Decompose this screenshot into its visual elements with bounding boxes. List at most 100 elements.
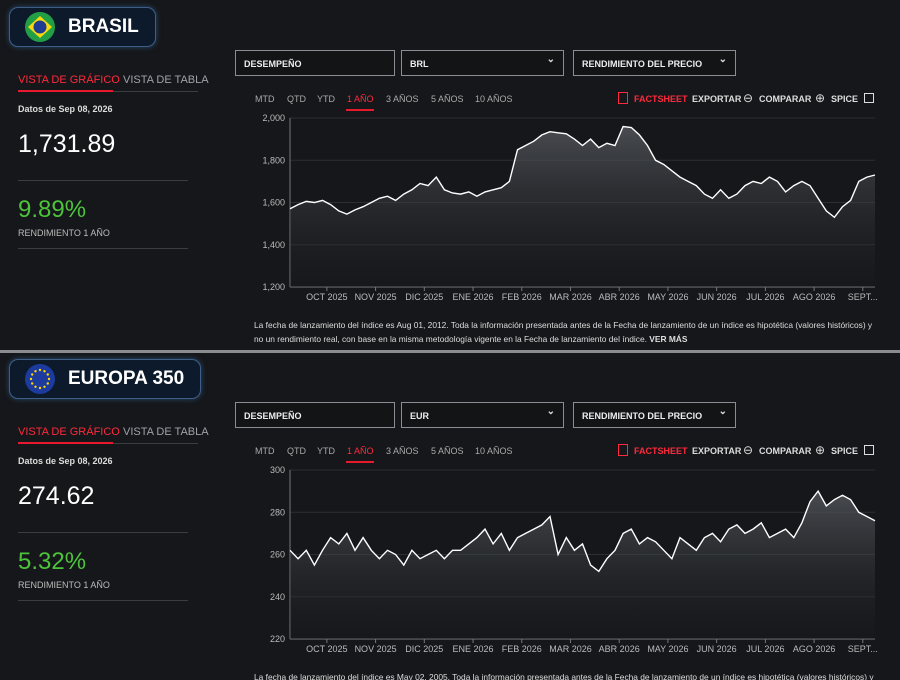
range-tab[interactable]: 10 AÑOS (475, 94, 513, 104)
action[interactable]: SPICE (831, 94, 859, 104)
dropdown[interactable]: EUR ⌄ (401, 402, 564, 428)
panel: EUROPA 350 VISTA DE GRÁFICO VISTA DE TABLA… (0, 352, 900, 680)
chart: 1,200 1,400 1,600 1,800 2,000 OCT 2025 NOV 202… (262, 113, 878, 302)
x-tick-label: AGO 2026 (793, 644, 836, 654)
action[interactable]: COMPARAR (759, 94, 812, 104)
dropdown[interactable]: BRL ⌄ (401, 50, 564, 76)
range-tab[interactable]: MTD (255, 446, 275, 456)
flag (34, 385, 37, 388)
x-tick-label: SEPT... (848, 644, 878, 654)
x-tick-label: ENE 2026 (453, 292, 494, 302)
factsheet-icon (618, 92, 628, 104)
view-tab[interactable]: VISTA DE TABLA (123, 74, 209, 86)
flag (38, 368, 42, 372)
flag (33, 20, 47, 34)
action[interactable]: COMPARAR (759, 446, 812, 456)
area (290, 491, 875, 639)
y-tick-label: 280 (270, 507, 285, 517)
x-tick-label: AGO 2026 (793, 292, 836, 302)
x-tick-label: OCT 2025 (306, 644, 347, 654)
y-tick-label: 1,200 (262, 282, 285, 292)
x-tick-label: FEB 2026 (502, 644, 542, 654)
x-tick-label: JUN 2026 (697, 644, 737, 654)
panel: BRASIL VISTA DE GRÁFICO VISTA DE TABLA Dato… (9, 7, 878, 346)
disclaimer-text: La fecha de lanzamiento del índice es Au… (254, 320, 873, 344)
range-tab[interactable]: 1 AÑO (347, 446, 374, 456)
flag (43, 385, 46, 388)
divider (18, 600, 188, 601)
x-tick-label: SEPT... (848, 292, 878, 302)
action-icon: ⊕ (815, 443, 826, 457)
title-badge: EUROPA 350 (9, 359, 202, 399)
range-tab[interactable]: 3 AÑOS (386, 94, 419, 104)
title-badge: BRASIL (9, 7, 156, 47)
x-tick-label: NOV 2025 (355, 292, 397, 302)
dropdown[interactable]: DESEMPEÑO (235, 50, 395, 76)
action[interactable]: SPICE (831, 446, 859, 456)
y-tick-label: 300 (270, 465, 285, 475)
disclaimer: La fecha de lanzamiento del índice es Au… (254, 318, 874, 346)
range-tab[interactable]: YTD (317, 94, 335, 104)
y-tick-label: 1,400 (262, 240, 285, 250)
flag (38, 386, 42, 390)
range-underline (346, 109, 374, 111)
see-more[interactable]: VER MÁS (649, 334, 688, 344)
divider (18, 248, 188, 249)
range-tab[interactable]: 5 AÑOS (431, 446, 464, 456)
action[interactable]: EXPORTAR (692, 94, 742, 104)
range-tab[interactable]: YTD (317, 446, 335, 456)
range-tab[interactable]: 10 AÑOS (475, 446, 513, 456)
external-icon (864, 93, 874, 103)
y-tick-label: 220 (270, 634, 285, 644)
range-tab[interactable]: MTD (255, 94, 275, 104)
chart: 220 240 260 280 300 OCT 2025 NOV 2025 DIC 2025 E… (270, 465, 878, 654)
action[interactable]: EXPORTAR (692, 446, 742, 456)
dropdown[interactable]: RENDIMIENTO DEL PRECIO ⌄ (573, 402, 736, 428)
range-tab[interactable]: 3 AÑOS (386, 446, 419, 456)
flag (47, 377, 51, 381)
divider (18, 180, 188, 181)
dropdown[interactable]: RENDIMIENTO DEL PRECIO ⌄ (573, 50, 736, 76)
x-tick-label: DIC 2025 (405, 292, 443, 302)
x-tick-label: ABR 2026 (599, 292, 640, 302)
tab-underline (18, 442, 113, 444)
x-tick-label: JUN 2026 (697, 292, 737, 302)
area (290, 126, 875, 287)
view-tab[interactable]: VISTA DE GRÁFICO (18, 426, 120, 438)
factsheet-icon (618, 444, 628, 456)
change-value: 5.32% (18, 548, 87, 575)
range-tab[interactable]: QTD (287, 94, 306, 104)
action[interactable]: FACTSHEET (634, 446, 688, 456)
view-tab[interactable]: VISTA DE TABLA (123, 426, 209, 438)
dropdown[interactable]: DESEMPEÑO (235, 402, 395, 428)
action[interactable]: FACTSHEET (634, 94, 688, 104)
divider (18, 532, 188, 533)
action-icon: ⊕ (815, 91, 826, 105)
range-tab[interactable]: QTD (287, 446, 306, 456)
line (289, 125, 876, 219)
chevron: ⌄ (546, 406, 555, 417)
flag (31, 382, 34, 385)
flag (46, 373, 49, 376)
flag-icon (25, 364, 55, 394)
range-tab[interactable]: 1 AÑO (347, 94, 374, 104)
x-tick-label: MAY 2026 (647, 292, 688, 302)
range-tab[interactable]: 5 AÑOS (431, 94, 464, 104)
y-tick-label: 2,000 (262, 113, 285, 123)
chevron: ⌄ (718, 406, 727, 417)
separator (0, 350, 900, 353)
chevron: ⌄ (718, 54, 727, 65)
external-icon (864, 445, 874, 455)
flag (29, 377, 33, 381)
line (289, 489, 876, 573)
change-label: RENDIMIENTO 1 AÑO (18, 580, 110, 590)
x-tick-label: JUL 2026 (746, 644, 784, 654)
x-tick-label: ABR 2026 (599, 644, 640, 654)
tab-underline (18, 90, 113, 92)
change-value: 9.89% (18, 196, 87, 223)
x-tick-label: ENE 2026 (453, 644, 494, 654)
view-tab[interactable]: VISTA DE GRÁFICO (18, 74, 120, 86)
x-tick-label: MAR 2026 (549, 644, 592, 654)
panel-title: BRASIL (68, 16, 139, 37)
